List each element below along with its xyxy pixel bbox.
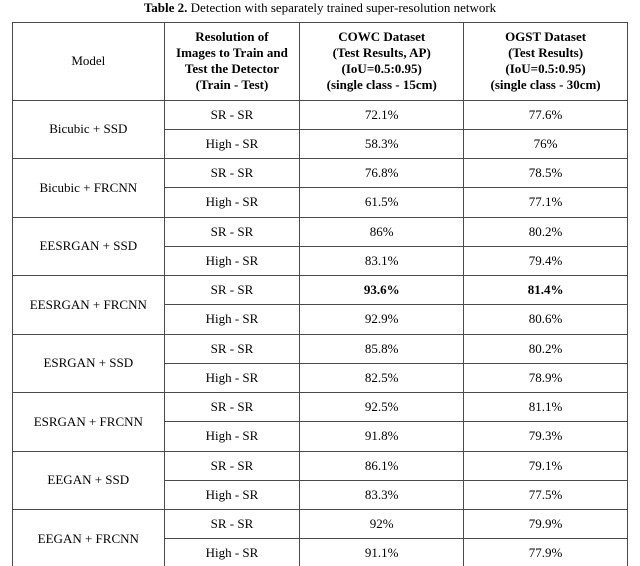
- col-header-cowc: COWC Dataset(Test Results, AP)(IoU=0.5:0…: [300, 22, 464, 100]
- cowc-cell: 86%: [300, 217, 464, 246]
- resolution-cell: High - SR: [164, 246, 300, 275]
- model-cell: EESRGAN + SSD: [13, 217, 165, 276]
- col-header-resolution: Resolution ofImages to Train andTest the…: [164, 22, 300, 100]
- cowc-cell: 83.1%: [300, 246, 464, 275]
- ogst-cell: 79.1%: [464, 451, 628, 480]
- model-cell: Bicubic + FRCNN: [13, 159, 165, 218]
- ogst-cell: 77.5%: [464, 480, 628, 509]
- resolution-cell: SR - SR: [164, 159, 300, 188]
- col-header-model: Model: [13, 22, 165, 100]
- caption-text: Detection with separately trained super-…: [191, 0, 497, 15]
- ogst-cell: 79.4%: [464, 246, 628, 275]
- table-row: Bicubic + FRCNNSR - SR76.8%78.5%: [13, 159, 628, 188]
- ogst-cell: 77.1%: [464, 188, 628, 217]
- resolution-cell: High - SR: [164, 422, 300, 451]
- resolution-cell: High - SR: [164, 129, 300, 158]
- cowc-cell: 85.8%: [300, 334, 464, 363]
- cowc-cell: 91.1%: [300, 539, 464, 566]
- ogst-cell: 77.6%: [464, 100, 628, 129]
- ogst-cell: 77.9%: [464, 539, 628, 566]
- cowc-cell: 72.1%: [300, 100, 464, 129]
- cowc-cell: 92.5%: [300, 393, 464, 422]
- ogst-cell: 80.6%: [464, 305, 628, 334]
- ogst-cell: 78.9%: [464, 363, 628, 392]
- table-row: ESRGAN + FRCNNSR - SR92.5%81.1%: [13, 393, 628, 422]
- ogst-cell: 76%: [464, 129, 628, 158]
- ogst-cell: 81.1%: [464, 393, 628, 422]
- ogst-cell: 79.9%: [464, 510, 628, 539]
- cowc-cell: 61.5%: [300, 188, 464, 217]
- model-cell: Bicubic + SSD: [13, 100, 165, 159]
- table-row: EEGAN + SSDSR - SR86.1%79.1%: [13, 451, 628, 480]
- ogst-cell: 81.4%: [464, 276, 628, 305]
- header-row: Model Resolution ofImages to Train andTe…: [13, 22, 628, 100]
- table-row: EESRGAN + SSDSR - SR86%80.2%: [13, 217, 628, 246]
- table-row: EESRGAN + FRCNNSR - SR93.6%81.4%: [13, 276, 628, 305]
- resolution-cell: SR - SR: [164, 100, 300, 129]
- table-row: EEGAN + FRCNNSR - SR92%79.9%: [13, 510, 628, 539]
- ogst-cell: 79.3%: [464, 422, 628, 451]
- cowc-cell: 91.8%: [300, 422, 464, 451]
- resolution-cell: SR - SR: [164, 276, 300, 305]
- resolution-cell: SR - SR: [164, 451, 300, 480]
- resolution-cell: SR - SR: [164, 510, 300, 539]
- table-caption: Table 2. Detection with separately train…: [12, 0, 628, 16]
- resolution-cell: SR - SR: [164, 393, 300, 422]
- col-header-ogst: OGST Dataset(Test Results)(IoU=0.5:0.95)…: [464, 22, 628, 100]
- resolution-cell: SR - SR: [164, 334, 300, 363]
- resolution-cell: SR - SR: [164, 217, 300, 246]
- model-cell: EEGAN + FRCNN: [13, 510, 165, 566]
- model-cell: EEGAN + SSD: [13, 451, 165, 510]
- model-cell: ESRGAN + SSD: [13, 334, 165, 393]
- ogst-cell: 80.2%: [464, 217, 628, 246]
- cowc-cell: 92.9%: [300, 305, 464, 334]
- cowc-cell: 83.3%: [300, 480, 464, 509]
- caption-label: Table 2.: [144, 0, 188, 15]
- resolution-cell: High - SR: [164, 188, 300, 217]
- resolution-cell: High - SR: [164, 363, 300, 392]
- model-cell: ESRGAN + FRCNN: [13, 393, 165, 452]
- cowc-cell: 93.6%: [300, 276, 464, 305]
- cowc-cell: 92%: [300, 510, 464, 539]
- resolution-cell: High - SR: [164, 539, 300, 566]
- resolution-cell: High - SR: [164, 305, 300, 334]
- cowc-cell: 58.3%: [300, 129, 464, 158]
- cowc-cell: 76.8%: [300, 159, 464, 188]
- cowc-cell: 86.1%: [300, 451, 464, 480]
- model-cell: EESRGAN + FRCNN: [13, 276, 165, 335]
- table-row: Bicubic + SSDSR - SR72.1%77.6%: [13, 100, 628, 129]
- results-table: Model Resolution ofImages to Train andTe…: [12, 22, 628, 566]
- table-row: ESRGAN + SSDSR - SR85.8%80.2%: [13, 334, 628, 363]
- resolution-cell: High - SR: [164, 480, 300, 509]
- cowc-cell: 82.5%: [300, 363, 464, 392]
- ogst-cell: 78.5%: [464, 159, 628, 188]
- ogst-cell: 80.2%: [464, 334, 628, 363]
